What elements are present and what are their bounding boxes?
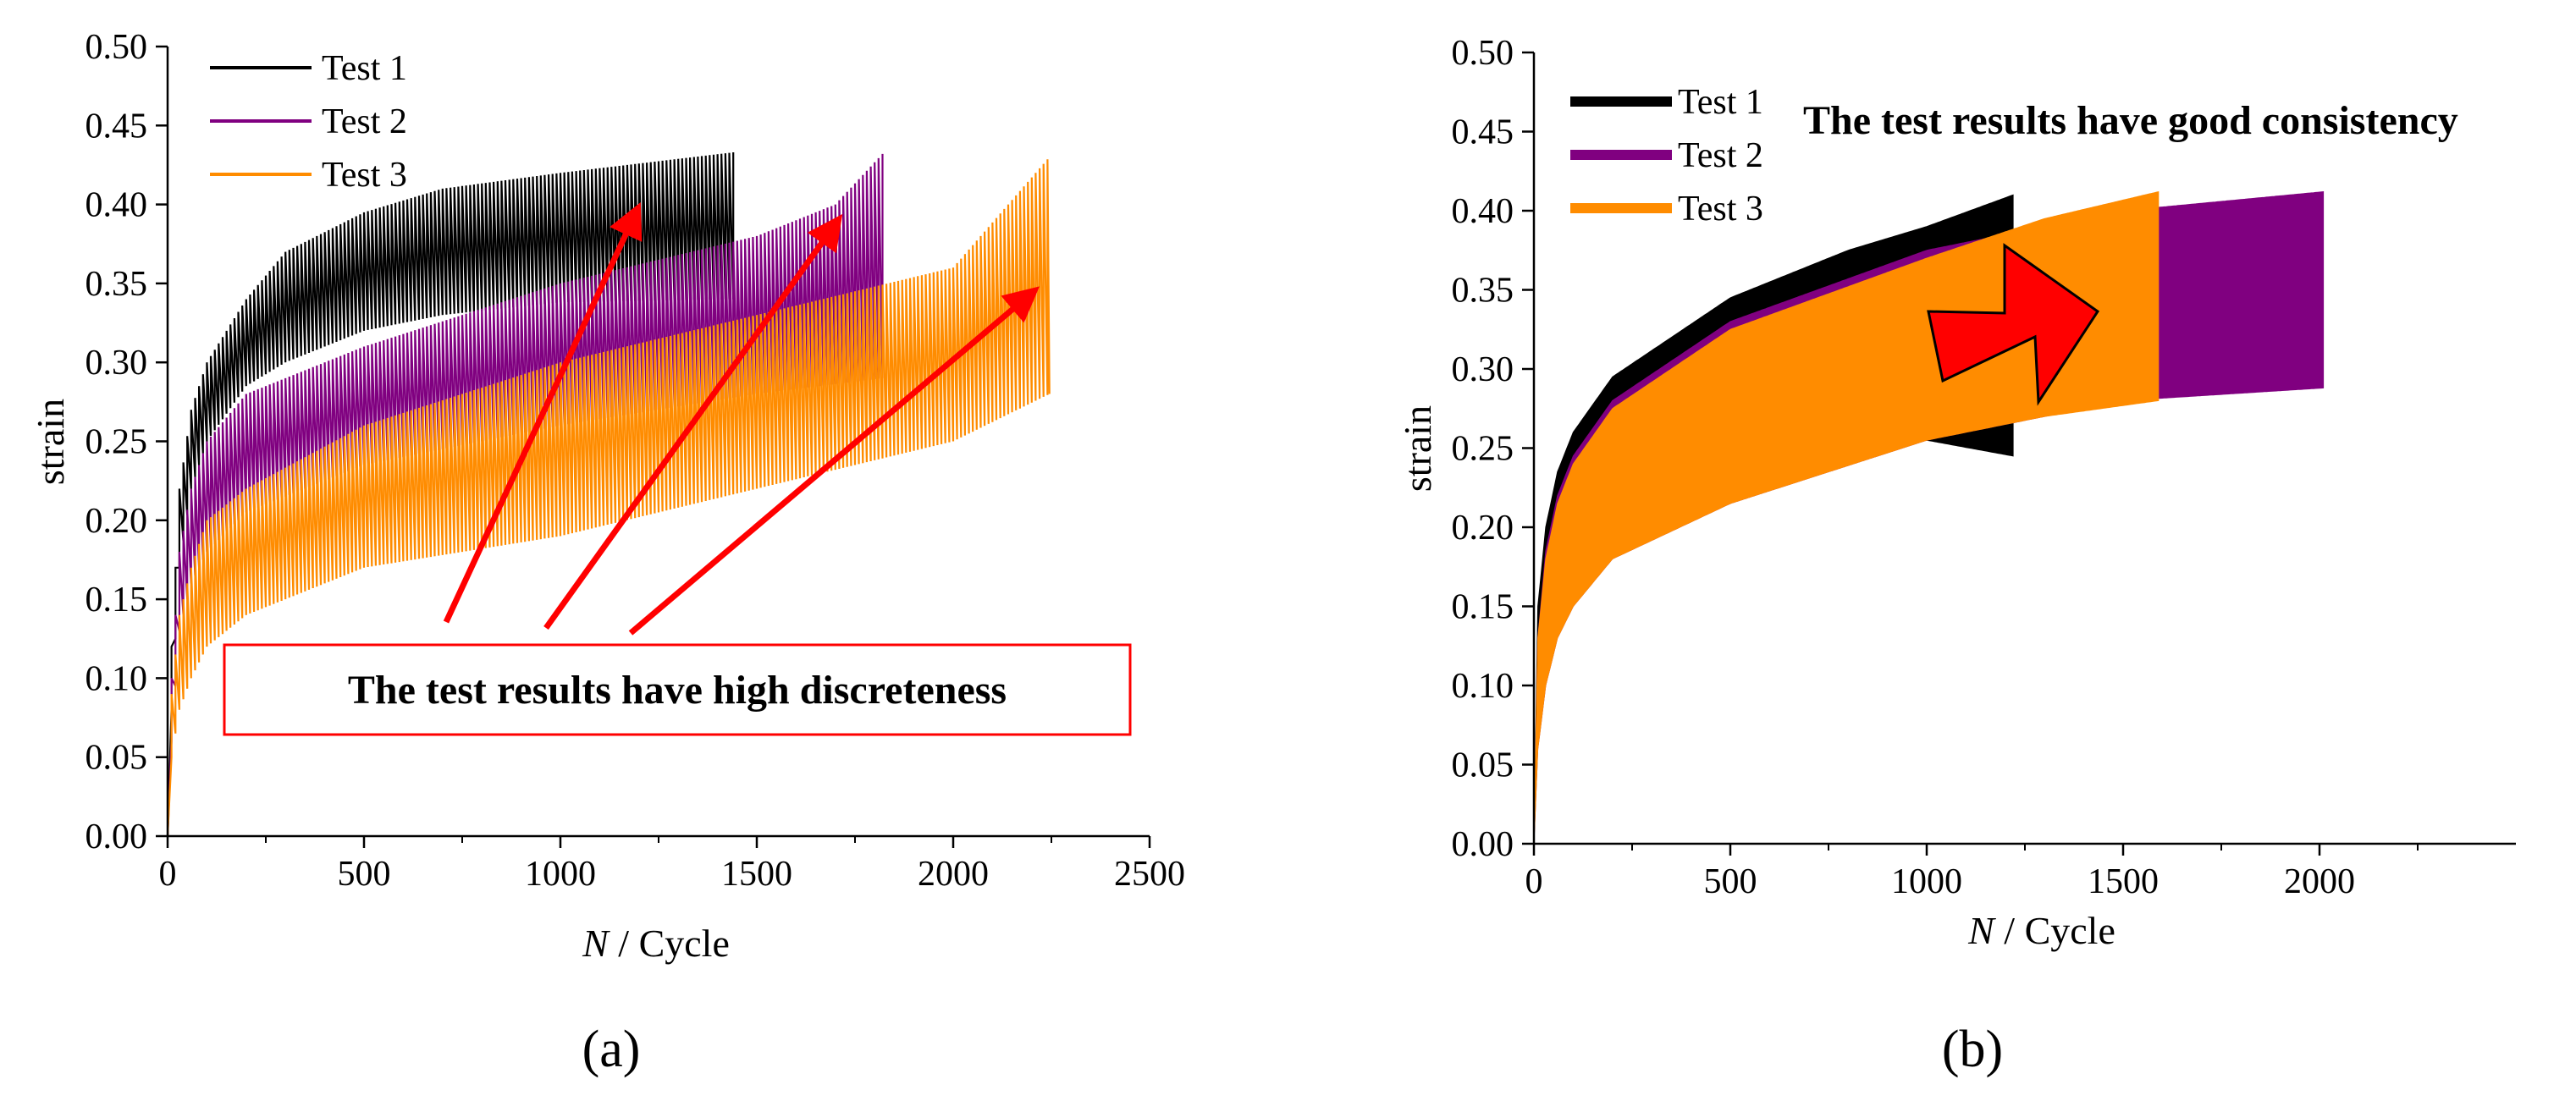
x-axis-label-b: N / Cycle (1967, 909, 2115, 952)
x-tick-label-a: 1000 (525, 855, 596, 894)
annotation-arrow-1 (443, 201, 643, 624)
panel-label-a: (a) (582, 1021, 641, 1078)
x-tick-label-a: 2500 (1114, 855, 1185, 894)
legend-label-a-1: Test 1 (322, 49, 407, 88)
x-tick-label-b: 0 (1525, 862, 1543, 901)
y-tick-label-a: 0.35 (85, 265, 148, 304)
series-b-test-3 (1533, 190, 2160, 845)
y-tick-label-a: 0.50 (85, 28, 148, 67)
x-tick-label-a: 500 (338, 855, 391, 894)
y-tick-label-b: 0.15 (1452, 588, 1514, 627)
x-tick-label-b: 1000 (1891, 862, 1962, 901)
annotation-text-b: The test results have good consistency (1803, 98, 2458, 143)
x-tick-label-a: 1500 (721, 855, 792, 894)
panel-a: 0 500 1000 1500 2000 2500 0.00 0.05 0.10 0.15 0.20… (29, 28, 1185, 1078)
y-tick-label-a: 0.30 (85, 344, 148, 383)
y-tick-label-b: 0.40 (1452, 192, 1514, 231)
legend-label-a-2: Test 2 (322, 102, 407, 141)
y-tick-label-a: 0.15 (85, 581, 148, 619)
x-tick-label-a: 0 (159, 855, 177, 894)
y-tick-label-b: 0.45 (1452, 113, 1514, 152)
y-tick-label-b: 0.25 (1452, 430, 1514, 469)
x-tick-label-b: 2000 (2284, 862, 2355, 901)
series-a-test-3 (166, 159, 1051, 837)
annotation-text-a: The test results have high discreteness (348, 668, 1007, 713)
y-tick-label-b: 0.35 (1452, 272, 1514, 311)
y-axis-label-b: strain (1396, 405, 1439, 492)
y-tick-label-b: 0.20 (1452, 509, 1514, 548)
x-tick-label-a: 2000 (918, 855, 989, 894)
y-tick-label-a: 0.25 (85, 423, 148, 462)
x-tick-label-b: 500 (1704, 862, 1757, 901)
panel-b: 0 500 1000 1500 2000 0.00 0.05 0.10 0.15 0.20 0.25… (1396, 34, 2516, 1078)
panel-label-b: (b) (1942, 1021, 2003, 1078)
annotation-box (223, 643, 1132, 736)
y-tick-label-a: 0.20 (85, 502, 148, 541)
y-tick-label-a: 0.00 (85, 817, 148, 856)
y-axis-label-a: strain (29, 399, 72, 485)
consistency-arrow (1927, 243, 2100, 406)
y-tick-label-b: 0.05 (1452, 746, 1514, 785)
legend-label-b-3: Test 3 (1678, 190, 1763, 228)
legend-label-a-3: Test 3 (322, 156, 407, 195)
legend-label-b-2: Test 2 (1678, 136, 1763, 175)
y-tick-label-b: 0.00 (1452, 825, 1514, 864)
x-axis-label-a: N / Cycle (582, 922, 730, 965)
y-tick-label-a: 0.05 (85, 739, 148, 778)
y-tick-label-a: 0.10 (85, 659, 148, 698)
annotation-arrow-2 (543, 213, 843, 630)
y-tick-label-b: 0.50 (1452, 34, 1514, 73)
y-tick-label-b: 0.10 (1452, 667, 1514, 706)
annotation-arrow-3 (628, 286, 1040, 636)
y-tick-label-a: 0.40 (85, 186, 148, 225)
y-tick-label-b: 0.30 (1452, 350, 1514, 389)
legend-label-b-1: Test 1 (1678, 83, 1763, 122)
y-tick-label-a: 0.45 (85, 107, 148, 146)
x-tick-label-b: 1500 (2088, 862, 2159, 901)
